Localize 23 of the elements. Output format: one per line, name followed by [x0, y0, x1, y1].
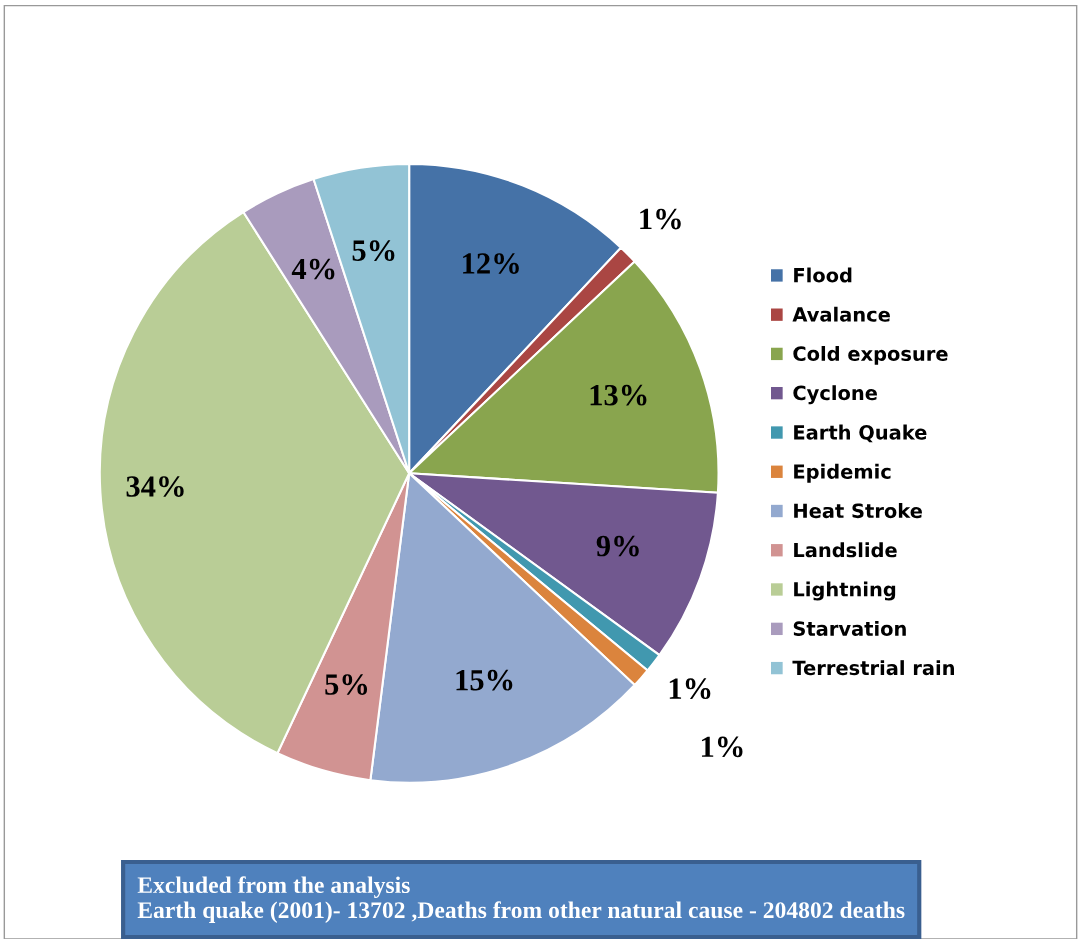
legend-label: Flood: [794, 267, 852, 283]
data-label: 5%: [352, 240, 395, 261]
data-label: 13%: [590, 384, 647, 406]
data-label: 1%: [701, 736, 743, 758]
legend-label: Earth Quake: [794, 424, 927, 443]
legend-label: Terrestrial rain: [792, 660, 954, 676]
data-label: 1%: [640, 208, 681, 230]
data-label: 4%: [291, 258, 335, 280]
legend-label: Cold exposure: [793, 345, 948, 365]
data-label: 34%: [126, 476, 184, 497]
data-label: 1%: [669, 678, 711, 700]
legend-label: Heat Stroke: [794, 503, 922, 519]
legend-label: Landslide: [794, 542, 897, 558]
data-label: 15%: [456, 669, 513, 691]
data-label: 9%: [596, 535, 639, 557]
data-label: 5%: [325, 674, 368, 695]
text: Excluded from the analysis Earth quake (2001)- 13702 ,Deaths from other natural cause - 204802 deaths: [137, 876, 905, 923]
legend-label: Starvation: [793, 620, 906, 636]
legend-label: Avalance: [792, 306, 890, 322]
legend-label: Epidemic: [794, 463, 891, 483]
data-label: 12%: [463, 253, 519, 274]
legend-label: Cyclone: [793, 385, 877, 405]
legend-label: Lightning: [794, 581, 896, 601]
